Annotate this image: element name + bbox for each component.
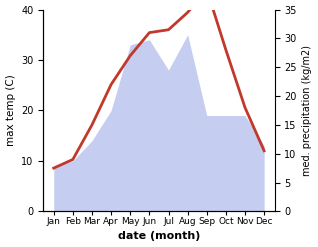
Y-axis label: max temp (C): max temp (C) [5,75,16,146]
X-axis label: date (month): date (month) [118,231,200,242]
Y-axis label: med. precipitation (kg/m2): med. precipitation (kg/m2) [302,45,313,176]
